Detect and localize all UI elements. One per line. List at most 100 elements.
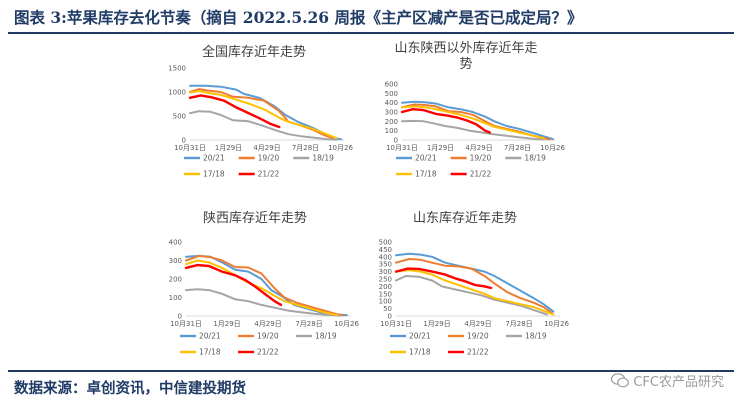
chart-title: 山东库存近年走势 <box>413 210 517 226</box>
y-tick-label: 400 <box>385 99 398 107</box>
svg-text:20/21: 20/21 <box>199 332 221 341</box>
y-tick-label: 150 <box>379 290 392 298</box>
legend-item-20-21: 20/21 <box>184 154 225 163</box>
chart-shaanxi: 陕西库存近年走势 0 100 200 300 400 10月31日 1月29日 4月29日 7月2… <box>150 206 366 368</box>
y-tick-label: 1500 <box>168 65 186 73</box>
y-tick-label: 350 <box>379 261 392 269</box>
data-source: 数据来源：卓创资讯，中信建投期货 <box>14 380 246 397</box>
x-tick-label: 7月28日 <box>505 320 532 328</box>
y-tick-label: 500 <box>379 239 392 247</box>
legend-item-19-20: 19/20 <box>448 332 489 341</box>
svg-text:21/22: 21/22 <box>467 348 489 357</box>
legend-item-17-18: 17/18 <box>180 348 221 357</box>
figure-title: 图表 3:苹果库存去化节奏（摘自 2022.5.26 周报《主产区减产是否已成定… <box>14 8 583 27</box>
svg-text:17/18: 17/18 <box>409 348 431 357</box>
x-tick-label: 4月29日 <box>464 320 491 328</box>
legend-item-21-22: 21/22 <box>450 170 492 179</box>
legend-item-18-19: 18/19 <box>505 154 546 163</box>
x-tick-label: 4月29日 <box>254 320 281 328</box>
legend-item-17-18: 17/18 <box>184 170 225 179</box>
y-tick-label: 300 <box>379 268 392 276</box>
svg-text:19/20: 19/20 <box>467 332 489 341</box>
series-line-18-19 <box>401 119 545 141</box>
x-tick-label: 7月28日 <box>292 144 319 152</box>
svg-text:21/22: 21/22 <box>257 348 279 357</box>
chart-title-continued: 势 <box>459 56 472 72</box>
y-tick-label: 0 <box>394 137 398 145</box>
series-line-20-21 <box>395 252 555 313</box>
y-tick-label: 0 <box>388 313 392 321</box>
figure-footer: 数据来源：卓创资讯，中信建投期货 <box>0 364 742 409</box>
y-tick-label: 600 <box>385 81 398 89</box>
svg-text:17/18: 17/18 <box>415 170 437 179</box>
svg-text:21/22: 21/22 <box>470 170 492 179</box>
y-tick-label: 300 <box>385 109 398 117</box>
chart-title: 全国库存近年走势 <box>202 44 306 60</box>
legend-item-21-22: 21/22 <box>448 348 489 357</box>
x-tick-label: 10月26日 <box>334 320 360 328</box>
x-tick-label: 4月29日 <box>465 144 492 152</box>
series-line-20-21 <box>401 100 554 141</box>
x-tick-label: 7月28日 <box>504 144 531 152</box>
series-line-21-22 <box>184 263 283 307</box>
chart-shaanxi-svg: 陕西库存近年走势 0 100 200 300 400 10月31日 1月29日 4月29日 7月2… <box>169 210 366 357</box>
svg-text:17/18: 17/18 <box>199 348 221 357</box>
x-tick-label: 10月31日 <box>174 144 206 152</box>
legend-item-18-19: 18/19 <box>296 332 337 341</box>
chart-title: 陕西库存近年走势 <box>203 210 307 226</box>
y-tick-label: 500 <box>385 90 398 98</box>
legend-item-19-20: 19/20 <box>450 154 492 163</box>
legend-item-19-20: 19/20 <box>238 154 280 163</box>
legend-item-20-21: 20/21 <box>396 154 437 163</box>
x-tick-label: 10月31日 <box>386 144 418 152</box>
svg-text:20/21: 20/21 <box>415 154 437 163</box>
header-rule <box>8 32 734 34</box>
x-tick-label: 1月29日 <box>427 144 454 152</box>
svg-text:20/21: 20/21 <box>203 154 225 163</box>
x-tick-label: 1月29日 <box>215 144 242 152</box>
x-tick-label: 1月29日 <box>423 320 450 328</box>
chart-other-regions: 山东陕西以外库存近年走势 0 100 200 300 400 500 600 10月31日 1月2… <box>366 40 572 200</box>
y-tick-label: 200 <box>379 283 392 291</box>
series-line-18-19 <box>189 110 338 141</box>
x-tick-label: 10月31日 <box>380 320 412 328</box>
y-tick-label: 250 <box>379 276 392 284</box>
series-line-18-19 <box>395 275 548 316</box>
chart-title: 山东陕西以外库存近年走 <box>394 40 537 56</box>
y-tick-label: 300 <box>169 257 182 265</box>
series-line-19-20 <box>395 258 553 314</box>
chart-national-svg: 全国库存近年走势 0 500 1000 1500 10月31日 1月29日 4月29日 7月28… <box>168 44 360 179</box>
svg-text:21/22: 21/22 <box>258 170 280 179</box>
svg-text:18/19: 18/19 <box>525 332 547 341</box>
y-tick-label: 500 <box>173 113 186 121</box>
svg-text:17/18: 17/18 <box>203 170 225 179</box>
legend-item-21-22: 21/22 <box>238 348 279 357</box>
svg-text:19/20: 19/20 <box>257 332 279 341</box>
svg-text:20/21: 20/21 <box>409 332 431 341</box>
x-tick-label: 7月28日 <box>295 320 322 328</box>
y-tick-label: 200 <box>385 118 398 126</box>
x-tick-label: 10月26日 <box>540 144 566 152</box>
series-line-19-20 <box>185 254 345 317</box>
svg-text:18/19: 18/19 <box>524 154 546 163</box>
legend-item-20-21: 20/21 <box>180 332 221 341</box>
x-tick-label: 10月26日 <box>328 144 354 152</box>
y-tick-label: 200 <box>169 276 182 284</box>
legend-item-21-22: 21/22 <box>238 170 280 179</box>
y-tick-label: 100 <box>379 298 392 306</box>
legend-item-17-18: 17/18 <box>390 348 431 357</box>
watermark: CFC农产品研究 <box>611 371 724 390</box>
y-tick-label: 50 <box>383 305 392 313</box>
x-tick-label: 4月29日 <box>253 144 280 152</box>
chart-national: 全国库存近年走势 0 500 1000 1500 10月31日 1月29日 4月29日 7月28… <box>154 40 360 200</box>
series-line-17-18 <box>401 105 545 140</box>
series-line-17-18 <box>189 90 338 140</box>
svg-text:18/19: 18/19 <box>315 332 337 341</box>
series-line-18-19 <box>185 288 342 317</box>
series-line-17-18 <box>395 269 555 316</box>
figure-header: 图表 3:苹果库存去化节奏（摘自 2022.5.26 周报《主产区减产是否已成定… <box>0 0 742 36</box>
series-line-21-22 <box>394 267 493 290</box>
wechat-icon <box>611 372 630 387</box>
